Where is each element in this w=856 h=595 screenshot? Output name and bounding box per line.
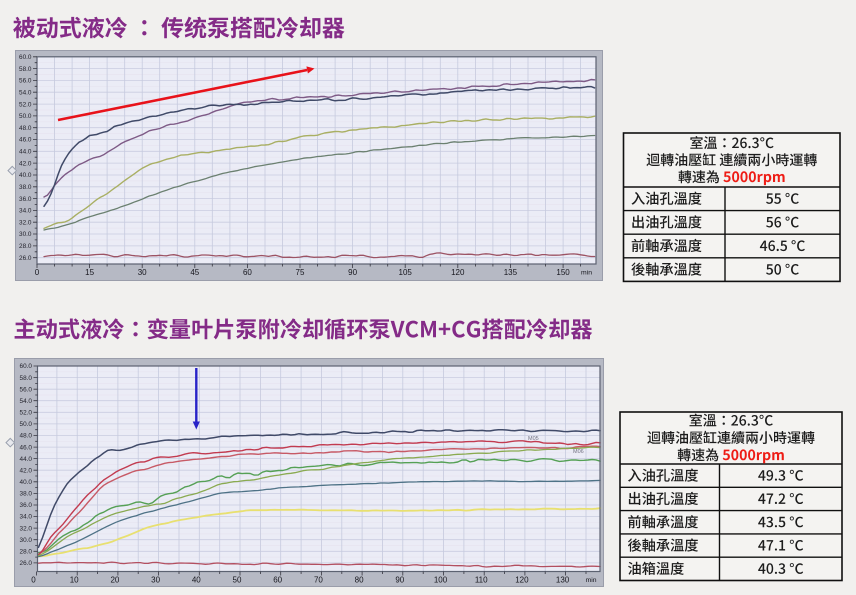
svg-text:34.0: 34.0 (19, 208, 32, 215)
svg-text:70: 70 (314, 575, 323, 584)
svg-text:38.0: 38.0 (20, 491, 33, 498)
svg-text:10: 10 (70, 575, 79, 584)
svg-text:52.0: 52.0 (20, 410, 33, 417)
svg-text:28.0: 28.0 (20, 549, 33, 556)
svg-text:44.0: 44.0 (19, 149, 32, 156)
svg-text:36.0: 36.0 (20, 502, 33, 509)
svg-text:34.0: 34.0 (20, 514, 33, 521)
svg-text:90: 90 (348, 268, 357, 277)
svg-text:120: 120 (451, 268, 465, 277)
svg-text:150: 150 (556, 268, 570, 277)
svg-text:54.0: 54.0 (20, 398, 33, 405)
svg-text:min: min (586, 577, 597, 584)
svg-text:15: 15 (85, 268, 94, 277)
svg-text:40.0: 40.0 (20, 479, 33, 486)
svg-text:40.0: 40.0 (19, 172, 32, 179)
svg-text:46.0: 46.0 (19, 137, 32, 144)
svg-text:42.0: 42.0 (20, 467, 33, 474)
svg-text:28.0: 28.0 (19, 243, 32, 250)
svg-text:46.0: 46.0 (20, 444, 33, 451)
svg-text:M06: M06 (573, 449, 584, 455)
svg-text:42.0: 42.0 (19, 160, 32, 167)
svg-text:52.0: 52.0 (19, 101, 32, 108)
svg-text:50.0: 50.0 (20, 421, 33, 428)
svg-text:32.0: 32.0 (20, 525, 33, 532)
svg-text:50.0: 50.0 (19, 113, 32, 120)
svg-text:30: 30 (138, 268, 147, 277)
svg-text:32.0: 32.0 (19, 219, 32, 226)
svg-text:30.0: 30.0 (19, 231, 32, 238)
svg-text:60.0: 60.0 (19, 54, 32, 61)
svg-text:80: 80 (355, 575, 364, 584)
svg-text:0: 0 (35, 268, 40, 277)
svg-text:58.0: 58.0 (19, 66, 32, 73)
svg-text:36.0: 36.0 (19, 196, 32, 203)
svg-text:135: 135 (504, 268, 518, 277)
svg-text:26.0: 26.0 (19, 255, 32, 262)
svg-text:100: 100 (434, 575, 448, 584)
svg-text:110: 110 (475, 575, 488, 584)
svg-text:60: 60 (243, 268, 252, 277)
svg-text:48.0: 48.0 (19, 125, 32, 132)
svg-text:56.0: 56.0 (20, 386, 33, 393)
svg-text:105: 105 (399, 268, 413, 277)
svg-text:50: 50 (233, 575, 242, 584)
svg-text:120: 120 (515, 575, 529, 584)
svg-text:40: 40 (192, 575, 201, 584)
svg-text:58.0: 58.0 (20, 375, 33, 382)
svg-text:90: 90 (395, 575, 404, 584)
svg-text:56.0: 56.0 (19, 78, 32, 85)
svg-text:20: 20 (110, 575, 119, 584)
svg-text:38.0: 38.0 (19, 184, 32, 191)
svg-text:M05: M05 (528, 436, 539, 442)
svg-text:48.0: 48.0 (20, 433, 33, 440)
svg-text:60.0: 60.0 (20, 363, 33, 370)
svg-text:54.0: 54.0 (19, 89, 32, 96)
svg-text:75: 75 (296, 268, 305, 277)
svg-text:26.0: 26.0 (20, 560, 33, 567)
svg-text:30.0: 30.0 (20, 537, 33, 544)
svg-text:130: 130 (556, 575, 570, 584)
svg-text:45: 45 (190, 268, 199, 277)
svg-text:30: 30 (151, 575, 160, 584)
svg-text:0: 0 (31, 575, 36, 584)
svg-text:min: min (581, 269, 592, 276)
svg-text:44.0: 44.0 (20, 456, 33, 463)
svg-text:60: 60 (273, 575, 282, 584)
